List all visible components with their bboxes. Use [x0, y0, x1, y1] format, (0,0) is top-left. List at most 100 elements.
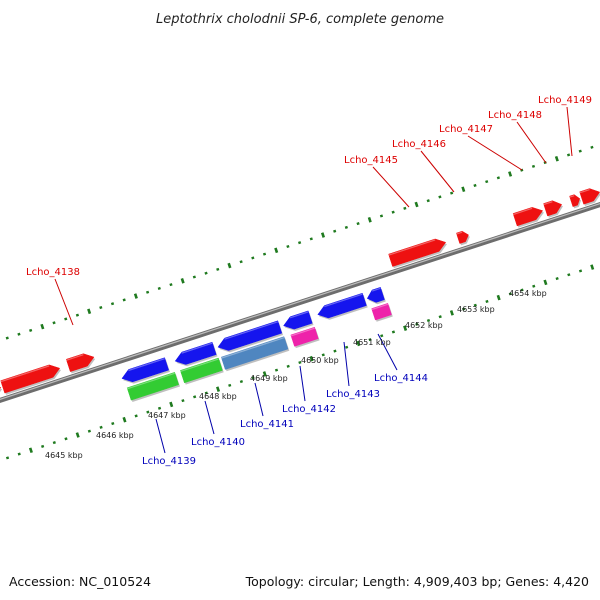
- inner-tick-mark: [204, 391, 208, 395]
- gene-label-reverse[interactable]: Lcho_4139: [142, 456, 196, 467]
- leader-line-forward: [420, 150, 455, 193]
- gene-arrow-lcho-4146[interactable]: [456, 230, 470, 246]
- gene-arrow-lcho-4149[interactable]: [569, 194, 582, 209]
- inner-tick-mark: [181, 399, 185, 403]
- inner-tick-mark: [122, 416, 127, 423]
- inner-tick-mark: [52, 441, 56, 445]
- inner-tick-mark: [485, 299, 489, 304]
- scale-tick-label: 4654 kbp: [509, 289, 547, 298]
- gene-arrow-lcho-4145[interactable]: [388, 238, 448, 269]
- inner-tick-mark: [321, 353, 325, 357]
- outer-tick-mark: [204, 271, 208, 275]
- inner-tick-mark: [356, 340, 361, 347]
- gene-label-reverse[interactable]: Lcho_4144: [374, 373, 428, 384]
- genome-backbone-highlight: [0, 203, 600, 400]
- gene-arrow-forward[interactable]: [65, 353, 96, 374]
- feature-block-green[interactable]: [126, 372, 180, 402]
- gene-label-reverse[interactable]: Lcho_4141: [240, 419, 294, 430]
- leader-line-reverse: [299, 365, 306, 402]
- gene-arrow-lcho-4148[interactable]: [543, 200, 563, 218]
- outer-tick-mark: [180, 278, 185, 284]
- outer-tick-mark: [333, 229, 337, 233]
- outer-tick-mark: [87, 308, 92, 315]
- inner-tick-mark: [41, 444, 45, 448]
- gene-label-reverse[interactable]: Lcho_4143: [326, 389, 380, 400]
- gene-arrow-lcho-4138[interactable]: [0, 364, 62, 395]
- gene-label-reverse[interactable]: Lcho_4142: [282, 404, 336, 415]
- outer-tick-mark: [496, 176, 501, 180]
- gene-arrow-lcho-4143[interactable]: [317, 292, 368, 320]
- leader-line-reverse: [343, 341, 350, 387]
- outer-tick-mark: [320, 232, 326, 238]
- outer-tick-mark: [379, 214, 384, 218]
- inner-tick-mark: [449, 310, 454, 316]
- leader-line-forward: [467, 135, 523, 171]
- feature-block-green[interactable]: [180, 357, 224, 385]
- outer-tick-mark: [227, 262, 232, 269]
- outer-tick-mark: [297, 241, 302, 245]
- outer-tick-mark: [566, 153, 571, 157]
- gene-label-forward[interactable]: Lcho_4146: [392, 139, 446, 150]
- outer-tick-mark: [485, 180, 489, 184]
- inner-tick-mark: [473, 303, 477, 307]
- outer-tick-mark: [157, 286, 161, 290]
- genome-summary-text: Topology: circular; Length: 4,909,403 bp…: [245, 574, 589, 589]
- outer-tick-mark: [29, 328, 33, 332]
- inner-tick-mark: [146, 410, 150, 414]
- inner-tick-mark: [75, 432, 80, 438]
- inner-tick-mark: [415, 322, 419, 326]
- gene-arrow-lcho-4144[interactable]: [366, 286, 386, 305]
- gene-arrow-forward[interactable]: [0, 384, 3, 402]
- scale-tick-label: 4653 kbp: [457, 305, 495, 314]
- inner-tick-mark: [368, 338, 372, 342]
- gene-label-forward[interactable]: Lcho_4138: [26, 267, 80, 278]
- gene-arrow-lcho-4147[interactable]: [512, 207, 544, 228]
- feature-block-magenta[interactable]: [371, 303, 393, 322]
- outer-tick-mark: [110, 302, 115, 306]
- inner-tick-mark: [426, 318, 431, 323]
- gene-label-reverse[interactable]: Lcho_4140: [191, 437, 245, 448]
- gene-label-forward[interactable]: Lcho_4147: [439, 124, 493, 135]
- leader-line-reverse: [204, 400, 215, 435]
- outer-tick-mark: [450, 191, 454, 195]
- inner-tick-mark: [578, 269, 583, 273]
- outer-tick-mark: [473, 183, 477, 187]
- outer-tick-mark: [356, 222, 360, 226]
- gene-label-forward[interactable]: Lcho_4149: [538, 95, 592, 106]
- outer-tick-mark: [414, 201, 419, 208]
- leader-line-reverse: [254, 382, 264, 417]
- inner-tick-mark: [309, 355, 314, 362]
- outer-tick-mark: [52, 321, 56, 325]
- outer-tick-mark: [438, 195, 442, 199]
- scale-tick-label: 4647 kbp: [148, 411, 186, 420]
- inner-tick-mark: [380, 334, 384, 338]
- gene-arrow-lcho-4142[interactable]: [283, 310, 314, 331]
- outer-tick-mark: [344, 225, 348, 229]
- outer-tick-mark: [274, 247, 279, 254]
- inner-tick-mark: [5, 456, 10, 460]
- inner-tick-mark: [520, 288, 524, 292]
- accession-text: Accession: NC_010524: [9, 574, 152, 589]
- outer-tick-mark: [251, 256, 255, 260]
- outer-tick-mark: [426, 199, 430, 203]
- gene-label-forward[interactable]: Lcho_4145: [344, 155, 398, 166]
- inner-tick-mark: [333, 349, 337, 353]
- outer-tick-mark: [99, 305, 103, 310]
- feature-block-magenta[interactable]: [290, 326, 320, 349]
- gene-arrow-lcho-4141[interactable]: [217, 320, 284, 353]
- feature-block-steelblue[interactable]: [220, 336, 290, 372]
- outer-tick-mark: [367, 217, 372, 223]
- outer-tick-mark: [192, 275, 196, 279]
- gene-arrow-lcho-4139[interactable]: [121, 357, 170, 384]
- inner-tick-mark: [87, 429, 92, 433]
- gene-arrow-forward[interactable]: [579, 188, 600, 206]
- outer-tick-mark: [169, 283, 173, 287]
- inner-tick-mark: [590, 264, 595, 270]
- inner-tick-mark: [28, 447, 33, 454]
- gene-arrow-lcho-4140[interactable]: [174, 341, 218, 367]
- scale-tick-label: 4649 kbp: [250, 374, 288, 383]
- outer-tick-mark: [309, 237, 313, 241]
- gene-label-forward[interactable]: Lcho_4148: [488, 110, 542, 121]
- inner-tick-mark: [64, 437, 68, 441]
